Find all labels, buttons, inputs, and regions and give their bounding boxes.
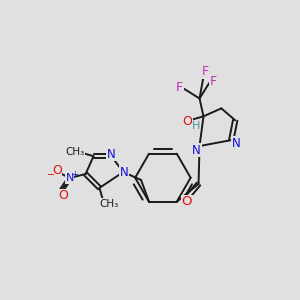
Text: −: − [47, 170, 55, 180]
Text: O: O [52, 164, 62, 177]
Text: +: + [71, 169, 78, 178]
Text: F: F [176, 81, 183, 94]
Text: F: F [210, 75, 217, 88]
Text: N: N [120, 166, 129, 178]
Text: O: O [182, 195, 192, 208]
Text: N: N [107, 148, 116, 161]
Text: F: F [202, 65, 209, 78]
Text: O: O [58, 189, 68, 202]
Text: N: N [232, 136, 241, 150]
Text: H: H [191, 121, 200, 131]
Text: N: N [66, 173, 74, 183]
Text: O: O [183, 115, 193, 128]
Text: CH₃: CH₃ [65, 147, 84, 157]
Text: CH₃: CH₃ [100, 199, 119, 209]
Text: N: N [192, 143, 201, 157]
